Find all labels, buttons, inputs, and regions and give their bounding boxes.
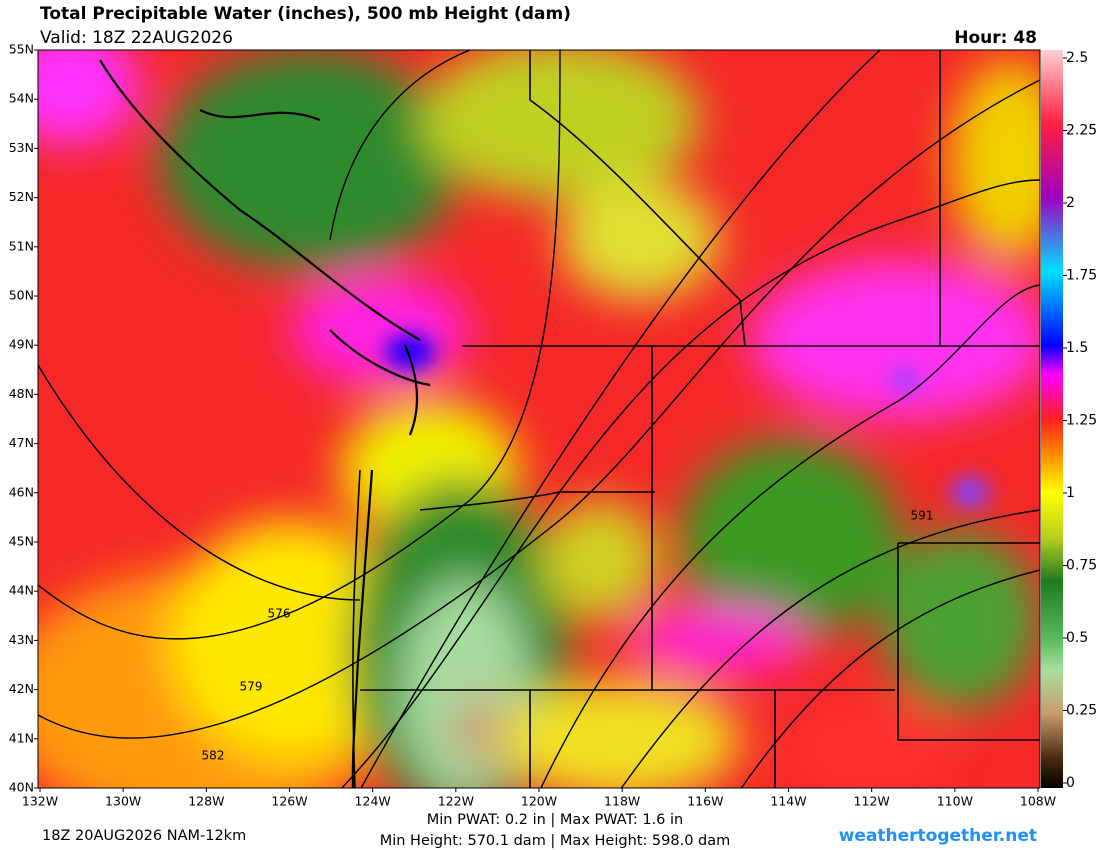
title: Total Precipitable Water (inches), 500 m…	[40, 4, 571, 24]
colorbar-label: 1	[1066, 485, 1075, 501]
height-contours	[38, 50, 1040, 788]
lat-label: 47N	[9, 435, 34, 450]
graticule-labels: 55N 54N 53N 52N 51N 50N 49N 48N 47N 46N 45N 44N 43N 4…	[9, 42, 1056, 809]
lat-label: 40N	[9, 780, 34, 795]
colorbar-label: 0	[1066, 775, 1075, 791]
lat-label: 50N	[9, 288, 34, 303]
coastline	[99, 59, 431, 788]
lon-label: 112W	[854, 794, 890, 809]
lat-label: 46N	[9, 484, 34, 499]
lat-label: 41N	[9, 730, 34, 745]
map-field	[38, 50, 1040, 788]
lat-label: 51N	[9, 238, 34, 253]
colorbar-ticks: 0 0.25 0.5 0.75 1 1.25 1.5 1.75 2 2.25 2.5	[1063, 50, 1097, 791]
lat-label: 43N	[9, 632, 34, 647]
lon-label: 124W	[355, 794, 391, 809]
pwat-range: Min PWAT: 0.2 in | Max PWAT: 1.6 in	[427, 812, 683, 828]
site-credit[interactable]: weathertogether.net	[839, 826, 1037, 846]
lat-label: 44N	[9, 583, 34, 598]
lon-label: 108W	[1020, 794, 1056, 809]
lon-label: 130W	[105, 794, 141, 809]
lon-label: 128W	[188, 794, 224, 809]
colorbar-label: 1.75	[1066, 268, 1097, 284]
model-run: 18Z 20AUG2026 NAM-12km	[42, 828, 246, 844]
lon-label: 132W	[22, 794, 58, 809]
forecast-hour: Hour: 48	[954, 28, 1037, 48]
lon-label: 118W	[604, 794, 640, 809]
contour-label: 576	[268, 607, 291, 621]
lat-label: 42N	[9, 681, 34, 696]
colorbar-label: 0.25	[1066, 703, 1097, 719]
colorbar	[1041, 50, 1063, 788]
lon-label: 120W	[521, 794, 557, 809]
lon-label: 110W	[937, 794, 973, 809]
valid-time: Valid: 18Z 22AUG2026	[40, 28, 233, 48]
colorbar-label: 0.75	[1066, 558, 1097, 574]
contour-label: 582	[202, 749, 225, 763]
colorbar-label: 1.25	[1066, 413, 1097, 429]
lat-label: 45N	[9, 534, 34, 549]
lat-label: 55N	[9, 42, 34, 57]
colorbar-label: 2	[1066, 195, 1075, 211]
colorbar-label: 2.25	[1066, 123, 1097, 139]
lat-label: 48N	[9, 386, 34, 401]
colorbar-label: 0.5	[1066, 630, 1088, 646]
contour-labels: 576 579 582 591	[202, 509, 934, 763]
colorbar-label: 1.5	[1066, 340, 1088, 356]
height-range: Min Height: 570.1 dam | Max Height: 598.…	[380, 833, 731, 849]
contour-label: 591	[911, 509, 934, 523]
lon-label: 116W	[687, 794, 723, 809]
lat-label: 53N	[9, 140, 34, 155]
lon-label: 122W	[438, 794, 474, 809]
lon-label: 114W	[770, 794, 806, 809]
lon-label: 126W	[271, 794, 307, 809]
lat-label: 49N	[9, 337, 34, 352]
contour-label: 579	[240, 680, 263, 694]
colorbar-label: 2.5	[1066, 50, 1088, 66]
lat-label: 54N	[9, 91, 34, 106]
lat-label: 52N	[9, 189, 34, 204]
